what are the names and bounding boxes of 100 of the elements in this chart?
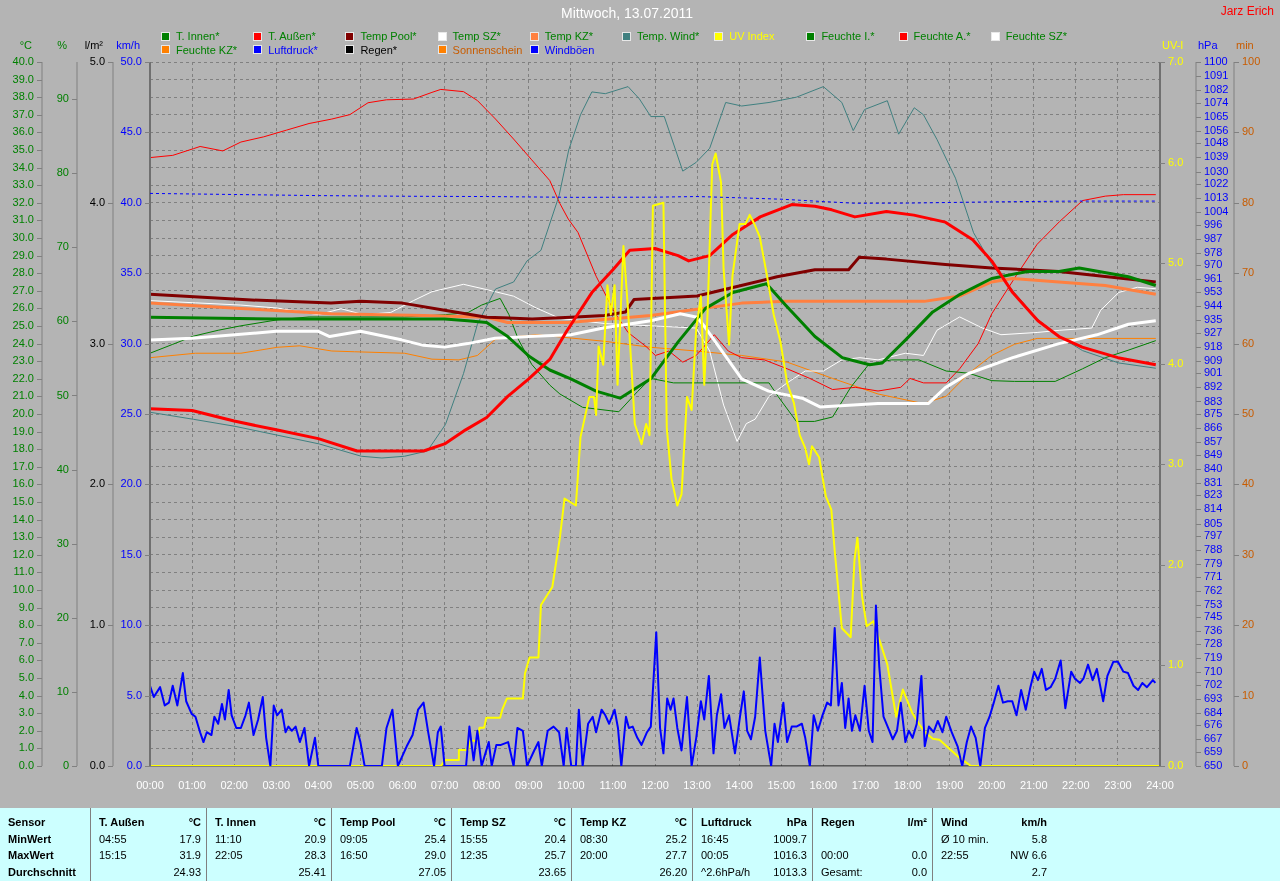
legend-label: Windböen: [544, 43, 595, 56]
text: 23.65: [538, 864, 566, 880]
y-tick-label: 8.0: [18, 618, 34, 631]
legend-label: T. Außen*: [268, 30, 316, 42]
y-tick-label: 987: [1204, 231, 1223, 244]
y-tick-label: 27.0: [12, 283, 34, 296]
y-tick-label: 883: [1204, 394, 1223, 407]
text: NW 6.6: [1010, 848, 1047, 863]
y-tick-label: 961: [1204, 272, 1223, 285]
y3-axis-title: min: [1236, 39, 1254, 52]
y-tick-label: 19.0: [12, 424, 34, 437]
y-tick-label: 37.0: [12, 107, 34, 120]
y-tick-label: 31.0: [12, 213, 34, 226]
text: 11:10: [215, 831, 242, 847]
legend-label: Sonnenschein: [452, 43, 523, 56]
y-tick-label: 693: [1204, 691, 1223, 704]
y-tick-label: 10.0: [12, 583, 34, 596]
y2-tick-label: 40: [56, 462, 69, 475]
y-tick-label: 944: [1204, 299, 1223, 312]
text: 20.9: [304, 831, 326, 847]
y-tick-label: 21.0: [12, 389, 34, 402]
y-tick-label: 25.0: [12, 319, 34, 332]
x-tick-label: 02:00: [220, 778, 248, 791]
x-tick-label: 00:00: [136, 778, 164, 791]
y-tick-label: 1100: [1204, 55, 1228, 68]
text: 22:05: [215, 848, 243, 863]
legend-label: Luftdruck*: [268, 43, 318, 56]
text: 27.05: [418, 864, 446, 880]
y-tick-label: 719: [1204, 651, 1223, 664]
y-tick-label: 996: [1204, 217, 1223, 230]
text: 00:00: [821, 848, 849, 863]
x-tick-label: 15:00: [767, 778, 796, 791]
text: 25.2: [665, 831, 687, 847]
y-tick-label: 1004: [1204, 205, 1229, 218]
y-tick-label: 35.0: [120, 266, 142, 279]
text: 29.0: [424, 848, 446, 863]
x-tick-label: 05:00: [346, 778, 375, 791]
y2-tick-label: 4.0: [1168, 356, 1184, 369]
x-tick-label: 01:00: [178, 778, 206, 791]
x-tick-label: 23:00: [1104, 778, 1132, 791]
text: T. Innen: [215, 815, 256, 830]
y-tick-label: 14.0: [12, 512, 34, 525]
y-tick-label: 15.0: [12, 495, 34, 508]
y-tick-label: 0.0: [126, 759, 142, 772]
y-tick-label: 15.0: [120, 547, 142, 560]
y-tick-label: 840: [1204, 461, 1223, 474]
y-tick-label: 866: [1204, 421, 1223, 434]
y2-tick-label: 20: [56, 610, 69, 623]
y-tick-label: 0.0: [18, 759, 34, 772]
y-tick-label: 927: [1204, 325, 1223, 338]
x-tick-label: 21:00: [1019, 778, 1048, 791]
text: km/h: [1021, 815, 1047, 830]
y-tick-label: 35.0: [12, 143, 34, 156]
y-axis-title: hPa: [1198, 39, 1219, 52]
text: Regen: [821, 815, 855, 830]
text: 00:05: [701, 848, 729, 863]
text: 1013.3: [773, 864, 807, 880]
legend-label: Temp Pool*: [360, 30, 417, 42]
y-tick-label: 5.0: [18, 671, 34, 684]
legend-label: Temp SZ*: [452, 30, 501, 42]
y-tick-label: 909: [1204, 353, 1223, 366]
y-tick-label: 7.0: [18, 635, 34, 648]
y-tick-label: 4.0: [18, 688, 34, 701]
y-tick-label: 9.0: [18, 600, 34, 613]
y2-tick-label: 7.0: [1168, 55, 1184, 68]
y-tick-label: 12.0: [12, 547, 34, 560]
y-tick-label: 978: [1204, 245, 1223, 258]
legend-label: Regen*: [360, 43, 398, 56]
text: 17.9: [179, 831, 201, 847]
text: 08:30: [580, 831, 608, 847]
text: Temp Pool: [340, 815, 396, 830]
y3-tick-label: 10: [1242, 688, 1255, 701]
legend-label: Temp. Wind*: [637, 30, 700, 42]
y2-tick-label: 90: [56, 92, 69, 105]
text: Jarz Erich: [1220, 4, 1274, 19]
text: 16:45: [701, 831, 729, 847]
x-tick-label: 18:00: [893, 778, 922, 791]
y-tick-label: 736: [1204, 624, 1223, 637]
legend-label: Feuchte A.*: [913, 30, 971, 42]
y-tick-label: 50.0: [120, 55, 142, 68]
y-tick-label: 6.0: [18, 653, 34, 666]
y-tick-label: 25.0: [120, 407, 142, 420]
text: Ø 10 min.: [941, 831, 989, 847]
y2-axis-title: %: [57, 39, 68, 52]
text: 20:00: [580, 848, 608, 863]
text: 1016.3: [773, 848, 807, 863]
y-tick-label: 30.0: [120, 336, 142, 349]
text: °C: [674, 815, 687, 830]
y-tick-label: 18.0: [12, 442, 34, 455]
y2-tick-label: 60: [56, 314, 69, 327]
text: 0.0: [911, 848, 927, 863]
y-tick-label: 702: [1204, 677, 1223, 690]
y-tick-label: 36.0: [12, 125, 34, 138]
text: 25.41: [298, 864, 326, 880]
text: 0.0: [911, 864, 927, 880]
text: Temp SZ: [460, 815, 506, 830]
text: °C: [313, 815, 326, 830]
y2-axis-title: UV-I: [1162, 39, 1184, 52]
text: 09:05: [340, 831, 368, 847]
y3-tick-label: 0.0: [89, 759, 105, 772]
